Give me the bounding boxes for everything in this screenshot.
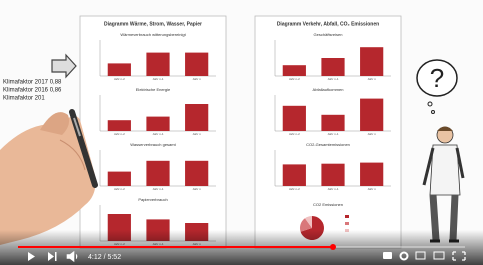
- chart-title: Wasserverbrauch gesamt: [130, 142, 176, 147]
- x-tick-label: Jahr n-2: [114, 187, 125, 191]
- chart-title: Wärmeverbrauch witterungsbereinigt: [120, 32, 186, 37]
- legend-swatch: [345, 222, 349, 225]
- x-tick-label: Jahr n-1: [327, 77, 338, 81]
- bar: [360, 99, 383, 131]
- bar: [360, 163, 383, 186]
- x-tick-label: Jahr n-2: [289, 77, 300, 81]
- x-tick-label: Jahr n-2: [289, 187, 300, 191]
- x-tick-label: Jahr n-2: [114, 77, 125, 81]
- x-tick-label: Jahr n-1: [152, 187, 163, 191]
- annotation-line: Klimafaktor 2017 0,88: [3, 80, 62, 86]
- x-tick-label: Jahr n: [367, 77, 376, 81]
- bar: [185, 161, 208, 186]
- annotation-line: Klimafaktor 201: [3, 96, 45, 102]
- video-player[interactable]: Diagramm Wärme, Strom, Wasser, Papier Di…: [0, 0, 483, 265]
- bar: [321, 115, 344, 131]
- x-tick-label: Jahr n: [367, 187, 376, 191]
- bar: [108, 120, 131, 131]
- x-tick-label: Jahr n: [367, 132, 376, 136]
- time-display: 4:12 / 5:52: [88, 254, 121, 261]
- bar: [146, 117, 169, 131]
- scrubber[interactable]: [330, 244, 336, 250]
- x-tick-label: Jahr n-2: [114, 132, 125, 136]
- x-tick-label: Jahr n-1: [152, 77, 163, 81]
- annotation-line: Klimafaktor 2016 0,86: [3, 88, 62, 94]
- bar: [146, 53, 169, 76]
- progress-played: [18, 246, 333, 248]
- subtitles-button[interactable]: [383, 252, 392, 259]
- panel-title: Diagramm Verkehr, Abfall, CO₂ Emissionen: [277, 21, 379, 27]
- chart-title: Abfallaufkommen: [313, 87, 344, 92]
- page: {"video": { "left_panel": {"title": "Dia…: [0, 0, 483, 265]
- legend-swatch: [345, 215, 349, 218]
- x-tick-label: Jahr n-1: [327, 187, 338, 191]
- x-tick-label: Jahr n: [192, 187, 201, 191]
- bar: [283, 164, 306, 186]
- bar: [321, 58, 344, 76]
- chart-title: Geschäftsreisen: [314, 32, 343, 37]
- chart-title: CO2 Emissionen: [313, 202, 343, 207]
- bar: [185, 53, 208, 76]
- chart-title: CO2-Gesamtemissionen: [306, 142, 350, 147]
- bar: [283, 65, 306, 76]
- bar: [321, 164, 344, 186]
- x-tick-label: Jahr n: [192, 132, 201, 136]
- bar: [146, 161, 169, 186]
- bar: [185, 104, 208, 131]
- bar: [108, 63, 131, 76]
- x-tick-label: Jahr n: [192, 77, 201, 81]
- x-tick-label: Jahr n-1: [327, 132, 338, 136]
- x-tick-label: Jahr n-2: [289, 132, 300, 136]
- chart-title: Papierverbrauch: [138, 197, 167, 202]
- svg-text:?: ?: [430, 63, 444, 93]
- bar: [360, 47, 383, 76]
- x-tick-label: Jahr n-1: [152, 132, 163, 136]
- bar: [283, 106, 306, 131]
- bar: [108, 172, 131, 186]
- chart-title: Elektrische Energie: [136, 87, 171, 92]
- panel-title: Diagramm Wärme, Strom, Wasser, Papier: [104, 21, 202, 27]
